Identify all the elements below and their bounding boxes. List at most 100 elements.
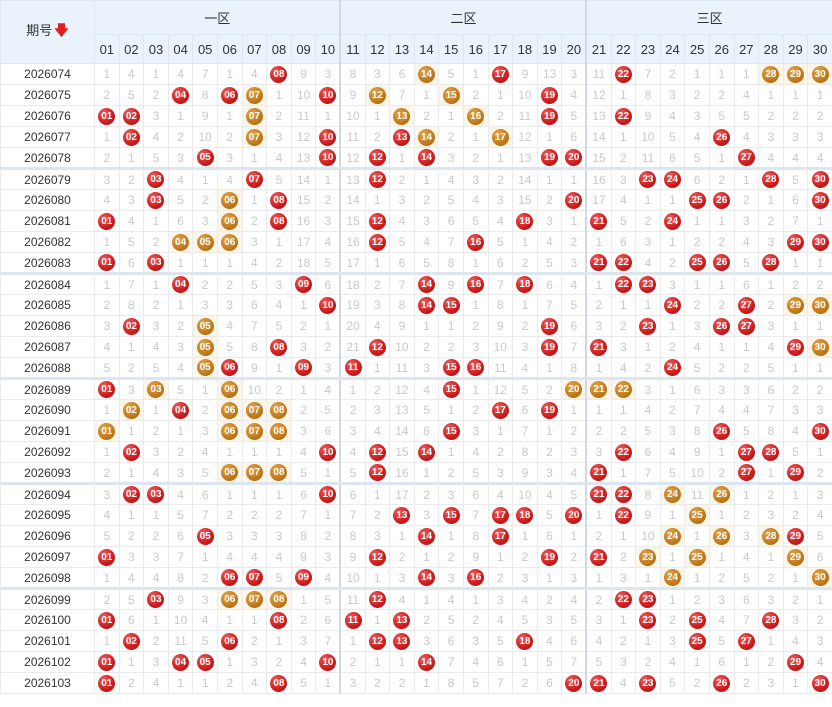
miss-count-cell: 9 (290, 63, 317, 85)
period-cell[interactable]: 2026088 (0, 357, 95, 379)
miss-count-cell: 4 (536, 630, 563, 652)
sort-down-arrow-icon[interactable]: 🡇 (54, 22, 69, 38)
hit-cell: 26 (708, 189, 735, 211)
hit-cell: 20 (561, 504, 588, 526)
hit-cell: 17 (487, 63, 514, 85)
draw-ball: 16 (467, 569, 485, 586)
miss-count-cell: 4 (733, 84, 760, 106)
draw-ball: 05 (196, 233, 214, 251)
draw-ball: 21 (590, 338, 608, 356)
period-cell[interactable]: 2026097 (0, 546, 95, 568)
miss-count-cell: 5 (94, 525, 120, 547)
miss-count-cell: 2 (733, 504, 760, 526)
miss-count-cell: 2 (782, 272, 809, 295)
hit-cell: 26 (708, 482, 735, 505)
period-cell[interactable]: 2026081 (0, 210, 95, 232)
period-cell[interactable]: 2026075 (0, 84, 95, 106)
number-header: 06 (216, 34, 243, 64)
miss-count-cell: 8 (118, 294, 145, 316)
period-cell[interactable]: 2026082 (0, 231, 95, 253)
hit-cell: 02 (118, 399, 145, 421)
period-cell[interactable]: 2026098 (0, 567, 95, 589)
draw-ball: 24 (664, 171, 682, 188)
hit-cell: 06 (216, 420, 243, 442)
miss-count-cell: 2 (413, 105, 440, 127)
period-cell[interactable]: 2026096 (0, 525, 95, 547)
miss-count-cell: 1 (413, 587, 440, 610)
hit-cell: 27 (733, 315, 760, 337)
draw-ball: 24 (664, 486, 682, 503)
miss-count-cell: 13 (339, 167, 366, 190)
miss-count-cell: 1 (782, 315, 809, 337)
period-cell[interactable]: 2026087 (0, 336, 95, 358)
miss-count-cell: 3 (315, 357, 342, 379)
miss-count-cell: 1 (684, 63, 710, 85)
miss-count-cell: 3 (143, 105, 169, 127)
miss-count-cell: 3 (389, 189, 415, 211)
hit-cell: 07 (241, 420, 268, 442)
miss-count-cell: 3 (487, 189, 514, 211)
miss-count-cell: 3 (143, 315, 169, 337)
period-cell[interactable]: 2026084 (0, 272, 95, 295)
miss-count-cell: 4 (118, 63, 145, 85)
miss-count-cell: 2 (561, 546, 588, 568)
period-cell[interactable]: 2026101 (0, 630, 95, 652)
hit-cell: 15 (438, 294, 464, 316)
draw-ball: 10 (319, 149, 337, 166)
hit-cell: 14 (413, 272, 440, 295)
miss-count-cell: 3 (290, 630, 317, 652)
miss-count-cell: 2 (659, 609, 686, 631)
draw-ball: 02 (122, 632, 140, 650)
period-cell[interactable]: 2026093 (0, 462, 95, 484)
hit-cell: 07 (241, 167, 268, 190)
miss-count-cell: 15 (512, 189, 538, 211)
period-cell[interactable]: 2026076 (0, 105, 95, 127)
period-cell[interactable]: 2026079 (0, 167, 95, 190)
draw-ball: 06 (221, 464, 239, 481)
miss-count-cell: 3 (807, 630, 832, 652)
period-cell[interactable]: 2026090 (0, 399, 95, 421)
period-cell[interactable]: 2026102 (0, 651, 95, 673)
miss-count-cell: 5 (315, 399, 342, 421)
period-cell[interactable]: 2026100 (0, 609, 95, 631)
hit-cell: 22 (610, 272, 637, 295)
miss-count-cell: 1 (536, 126, 563, 148)
miss-count-cell: 15 (339, 210, 366, 232)
miss-count-cell: 18 (339, 272, 366, 295)
period-cell[interactable]: 2026074 (0, 63, 95, 85)
period-cell[interactable]: 2026092 (0, 441, 95, 463)
miss-count-cell: 1 (241, 441, 268, 463)
period-cell[interactable]: 2026080 (0, 189, 95, 211)
miss-count-cell: 1 (782, 567, 809, 589)
miss-count-cell: 1 (290, 587, 317, 610)
miss-count-cell: 4 (782, 147, 809, 169)
period-cell[interactable]: 2026078 (0, 147, 95, 169)
miss-count-cell: 1 (708, 210, 735, 232)
hit-cell: 24 (659, 357, 686, 379)
miss-count-cell: 1 (684, 525, 710, 547)
miss-count-cell: 2 (339, 651, 366, 673)
period-cell[interactable]: 2026085 (0, 294, 95, 316)
miss-count-cell: 1 (315, 105, 342, 127)
number-header: 02 (118, 34, 145, 64)
period-cell[interactable]: 2026099 (0, 587, 95, 610)
miss-count-cell: 5 (192, 630, 218, 652)
miss-count-cell: 6 (561, 126, 588, 148)
draw-ball: 21 (590, 381, 608, 398)
miss-count-cell: 13 (585, 105, 612, 127)
miss-count-cell: 17 (339, 252, 366, 274)
period-cell[interactable]: 2026103 (0, 672, 95, 694)
period-cell[interactable]: 2026091 (0, 420, 95, 442)
period-cell[interactable]: 2026094 (0, 482, 95, 505)
miss-count-cell: 10 (635, 525, 661, 547)
miss-count-cell: 7 (487, 672, 514, 694)
period-column-header[interactable]: 期号 🡇 (0, 0, 95, 64)
period-cell[interactable]: 2026089 (0, 377, 95, 400)
period-cell[interactable]: 2026095 (0, 504, 95, 526)
period-cell[interactable]: 2026077 (0, 126, 95, 148)
miss-count-cell: 4 (389, 210, 415, 232)
period-cell[interactable]: 2026086 (0, 315, 95, 337)
miss-count-cell: 8 (241, 336, 268, 358)
period-cell[interactable]: 2026083 (0, 252, 95, 274)
draw-ball: 08 (270, 401, 288, 419)
